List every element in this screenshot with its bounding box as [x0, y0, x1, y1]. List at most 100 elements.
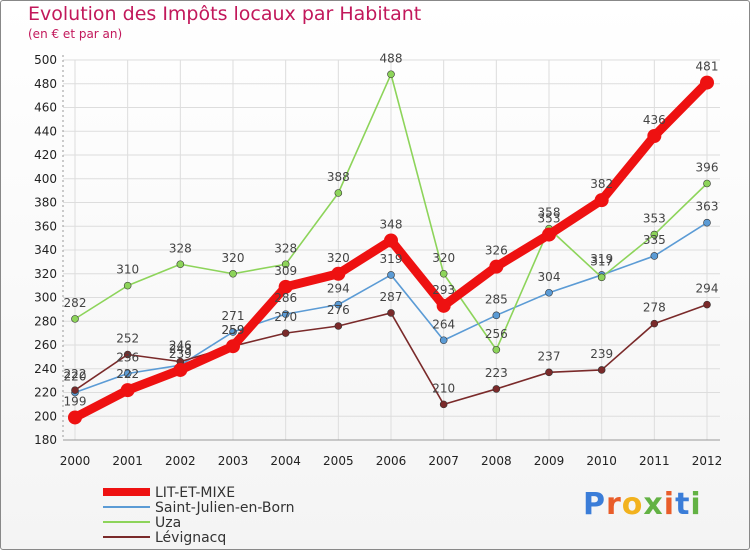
data-point	[176, 260, 185, 269]
data-point	[123, 281, 132, 290]
x-tick-label: 2011	[639, 454, 670, 468]
data-point	[647, 129, 662, 143]
data-point	[281, 310, 290, 318]
data-point	[387, 70, 395, 79]
series-l-vignacq	[71, 300, 711, 409]
data-point	[545, 288, 553, 297]
x-tick-label: 2007	[428, 454, 459, 468]
data-label: 222	[116, 367, 139, 381]
legend: LIT-ET-MIXESaint-Julien-en-BornUzaLévign…	[103, 485, 294, 546]
grid	[63, 59, 720, 441]
data-label: 237	[538, 349, 561, 363]
data-label: 287	[380, 290, 403, 304]
data-point	[71, 386, 79, 394]
data-label: 436	[643, 113, 666, 127]
data-point	[123, 350, 132, 359]
series-layer	[68, 70, 714, 425]
data-label: 239	[169, 347, 192, 361]
data-label: 388	[327, 170, 350, 184]
x-tick-label: 2009	[534, 454, 565, 468]
data-point	[278, 279, 293, 294]
data-label: 220	[64, 370, 87, 384]
data-label: 223	[485, 366, 508, 380]
chart-title: Evolution des Impôts locaux par Habitant	[28, 3, 422, 25]
data-label: 328	[274, 241, 297, 255]
axes: 180 200 220 240 260 280 300 320 340 360 380 400 420 4…	[34, 53, 722, 468]
data-label: 293	[432, 283, 455, 297]
data-label: 328	[169, 241, 192, 255]
x-tick-label: 2001	[112, 454, 143, 468]
data-point	[650, 319, 659, 328]
data-point	[68, 410, 82, 425]
data-label: 239	[590, 347, 613, 361]
y-tick-label: 240	[34, 362, 57, 376]
data-point	[597, 366, 606, 374]
data-label: 348	[380, 218, 403, 232]
data-point	[492, 311, 501, 320]
data-label: 488	[380, 51, 403, 65]
data-point	[703, 300, 711, 309]
data-point	[439, 269, 448, 278]
data-point	[387, 309, 395, 317]
data-label: 264	[432, 317, 455, 331]
data-label: 294	[696, 282, 719, 296]
data-label: 285	[485, 292, 508, 306]
y-tick-label: 440	[34, 124, 57, 138]
data-point	[334, 189, 343, 197]
data-point	[71, 315, 79, 323]
data-labels: 220 236 243 271 286 294 319 264 285 304 319 335 363 2…	[64, 51, 719, 408]
data-label: 270	[274, 310, 297, 324]
y-tick-label: 360	[34, 219, 57, 233]
data-label: 320	[327, 251, 350, 265]
data-label: 282	[64, 296, 87, 310]
data-label: 335	[643, 233, 666, 247]
data-label: 286	[274, 291, 297, 305]
y-tick-label: 460	[34, 101, 57, 115]
series-uza	[71, 70, 711, 354]
data-point	[173, 362, 188, 377]
data-point	[703, 179, 711, 188]
data-point	[229, 328, 237, 336]
data-label: 317	[590, 254, 613, 268]
data-point	[489, 259, 504, 274]
data-label: 326	[485, 244, 508, 258]
data-point	[281, 260, 290, 269]
data-label: 358	[538, 206, 561, 220]
data-label: 310	[116, 263, 139, 277]
series-lit-et-mixe	[68, 75, 714, 425]
data-point	[226, 339, 240, 354]
data-label: 222	[64, 367, 87, 381]
data-point	[331, 266, 346, 281]
data-point	[542, 227, 556, 242]
x-tick-label: 2005	[323, 454, 354, 468]
x-tick-label: 2012	[692, 454, 723, 468]
data-label: 320	[222, 251, 245, 265]
proxiti-logo: Proxiti	[583, 487, 702, 522]
legend-label: LIT-ET-MIXE	[155, 485, 235, 501]
data-label: 309	[274, 264, 297, 278]
x-tick-label: 2000	[60, 454, 91, 468]
data-point	[650, 230, 659, 239]
data-point	[703, 218, 711, 227]
y-tick-label: 480	[34, 77, 57, 91]
x-tick-label: 2008	[481, 454, 512, 468]
data-point	[334, 322, 343, 330]
data-point	[436, 298, 451, 313]
y-tick-label: 220	[34, 386, 57, 400]
y-tick-label: 280	[34, 314, 57, 328]
data-label: 236	[116, 351, 139, 365]
data-point	[492, 345, 501, 354]
y-tick-label: 200	[34, 409, 57, 423]
legend-label: Uza	[155, 515, 181, 531]
data-point	[545, 368, 553, 377]
data-label: 199	[64, 394, 87, 408]
data-label: 294	[327, 282, 350, 296]
data-point	[120, 383, 135, 398]
data-label: 481	[696, 60, 719, 74]
data-point	[650, 252, 659, 260]
y-tick-label: 420	[34, 148, 57, 162]
y-tick-label: 260	[34, 338, 57, 352]
legend-label: Lévignacq	[155, 530, 226, 546]
data-point	[229, 269, 237, 278]
